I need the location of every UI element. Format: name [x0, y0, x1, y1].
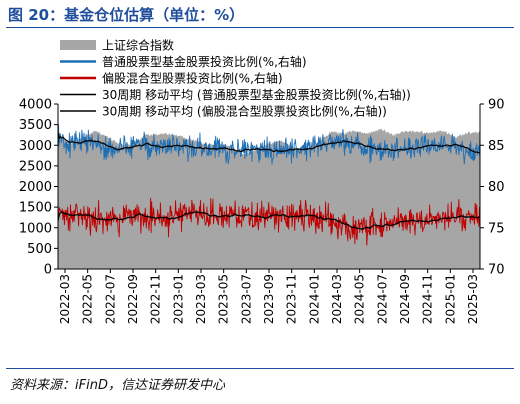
right-tick-label: 75 [488, 221, 505, 236]
x-tick-label: 2022-05 [81, 274, 95, 324]
left-tick-label: 500 [27, 242, 52, 257]
title-divider [6, 27, 514, 28]
x-tick-label: 2024-07 [375, 274, 389, 324]
x-tick-label: 2024-11 [421, 274, 435, 324]
left-tick-label: 2000 [19, 180, 52, 195]
index-area [58, 128, 480, 269]
x-tick-label: 2024-03 [330, 274, 344, 324]
source-note: 资料来源：iFinD，信达证券研发中心 [10, 378, 225, 393]
legend-label: 偏股混合型股票投资比例(%,右轴) [102, 71, 283, 86]
x-tick-label: 2022-03 [58, 274, 72, 324]
right-tick-label: 70 [488, 263, 505, 278]
left-tick-label: 0 [44, 263, 52, 278]
fund-position-chart: 0 500 1000 1500 2000 2500 3000 3500 4000 70 75 80 85… [19, 38, 505, 325]
x-tick-label: 2024-01 [307, 274, 321, 324]
hybrid-fund-ma-line [57, 211, 481, 230]
x-tick-label: 2023-01 [171, 274, 185, 324]
x-tick-label: 2022-07 [103, 274, 117, 324]
x-tick-label: 2024-09 [398, 274, 412, 324]
left-tick-label: 3000 [19, 139, 52, 154]
legend-label: 普通股票型基金股票投资比例(%,右轴) [102, 54, 307, 69]
stock-fund-line [57, 124, 481, 165]
figure-title: 图 20：基金仓位估算（单位：%） [8, 6, 245, 24]
source-divider [6, 368, 514, 369]
x-tick-label: 2023-03 [194, 274, 208, 324]
hybrid-fund-line [57, 197, 481, 246]
left-tick-label: 1500 [19, 201, 52, 216]
legend-swatch-area [60, 40, 96, 50]
left-tick-label: 1000 [19, 221, 52, 236]
stock-fund-ma-line [57, 132, 481, 154]
right-tick-label: 85 [488, 139, 505, 154]
left-tick-label: 3500 [19, 118, 52, 133]
x-tick-label: 2023-11 [285, 274, 299, 324]
plot-area [57, 124, 481, 269]
x-tick-label: 2023-09 [262, 274, 276, 324]
right-tick-label: 80 [488, 180, 505, 195]
x-tick-label: 2023-07 [239, 274, 253, 324]
x-tick-label: 2022-11 [149, 274, 163, 324]
legend-label: 上证综合指数 [102, 38, 174, 53]
x-tick-label: 2025-01 [443, 274, 457, 324]
axes: 0 500 1000 1500 2000 2500 3000 3500 4000 70 75 80 85… [19, 98, 505, 325]
right-tick-label: 90 [488, 98, 505, 113]
legend-label: 30周期 移动平均 (普通股票型基金股票投资比例(%,右轴)) [102, 87, 411, 102]
x-tick-label: 2022-09 [126, 274, 140, 324]
legend-label: 30周期 移动平均 (偏股混合型股票投资比例(%,右轴)) [102, 104, 387, 119]
x-tick-label: 2023-05 [217, 274, 231, 324]
left-tick-label: 2500 [19, 159, 52, 174]
left-tick-label: 4000 [19, 98, 52, 113]
x-tick-label: 2024-05 [353, 274, 367, 324]
x-tick-label: 2025-03 [466, 274, 480, 324]
